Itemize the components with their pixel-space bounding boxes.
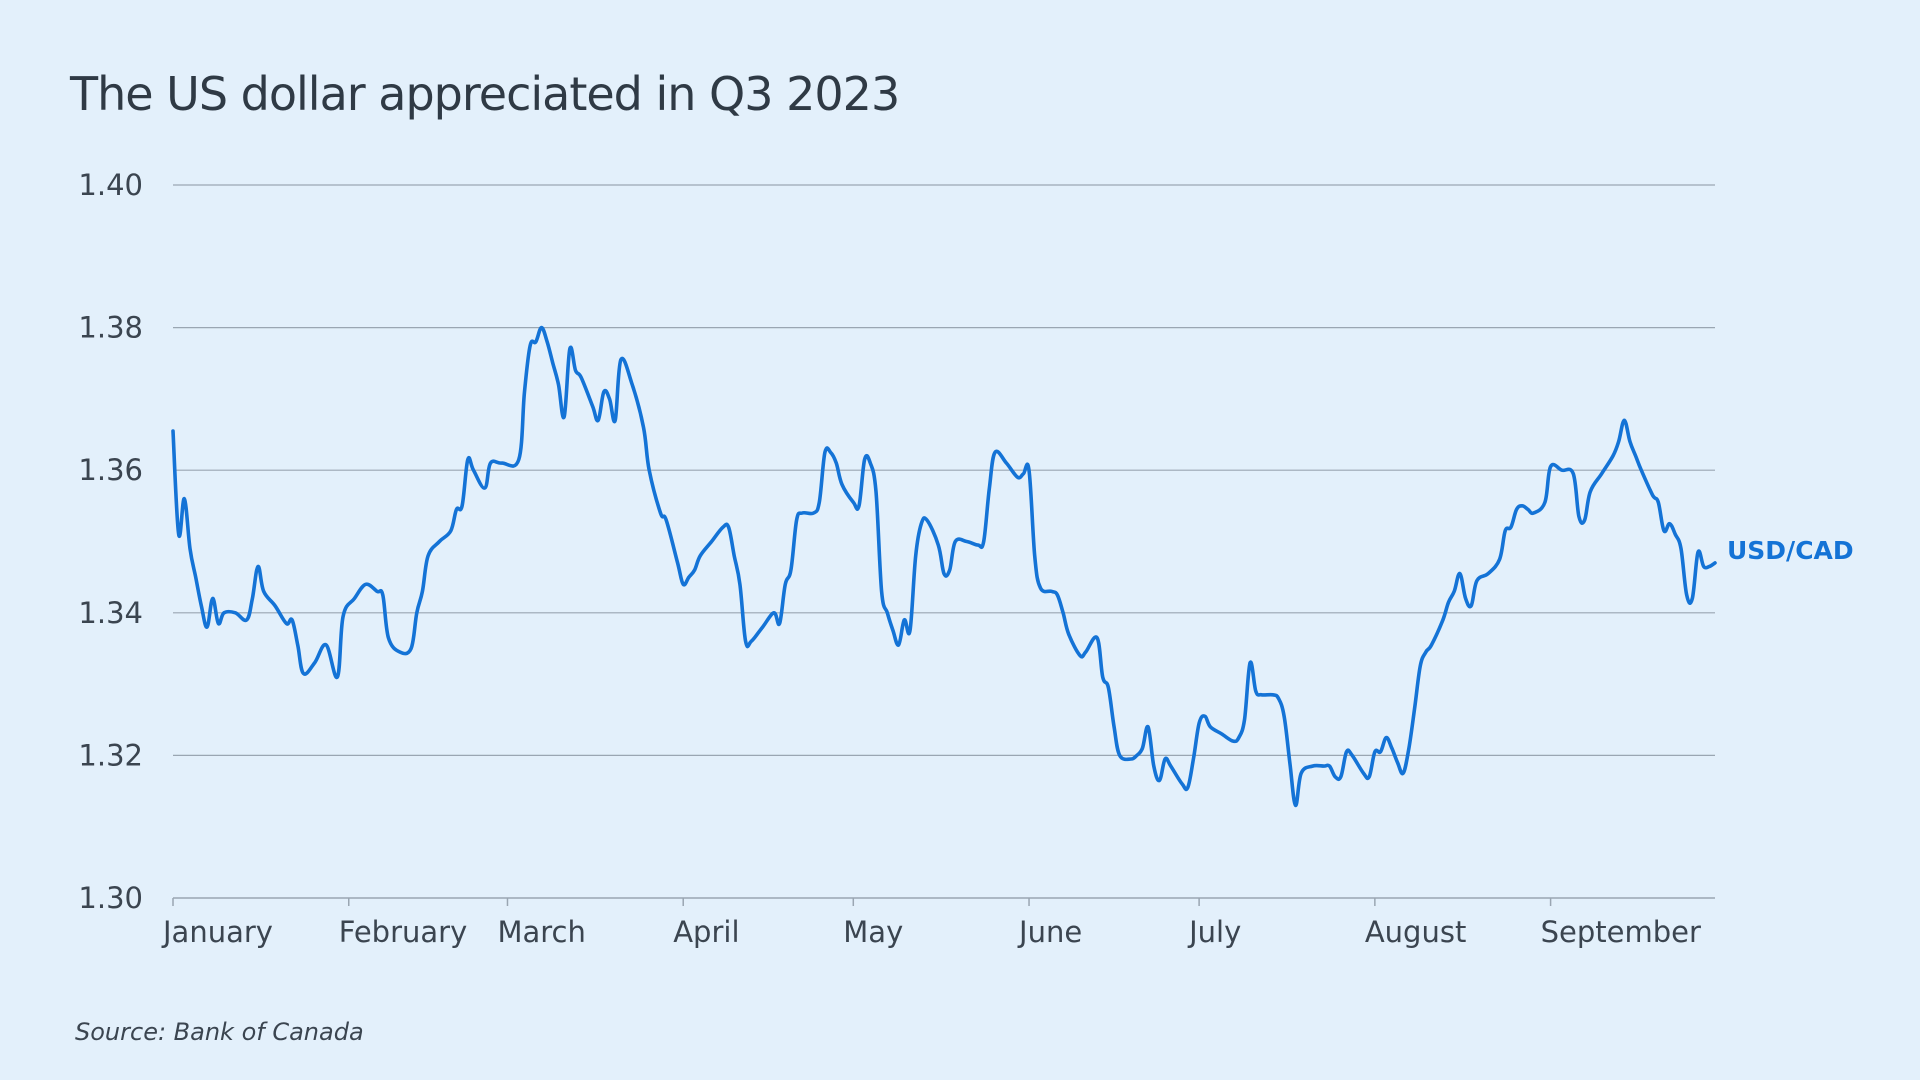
y-axis-labels: 1.30 1.32 1.34 1.36 1.38 1.40 [78, 168, 143, 915]
x-axis: January February March April May June July Augu… [161, 897, 1715, 949]
x-tick-label: March [497, 915, 585, 949]
y-tick-label: 1.40 [78, 168, 143, 202]
series-layer: USD/CAD [171, 325, 1854, 808]
x-tick-label: September [1541, 915, 1701, 949]
source-note: Source: Bank of Canada [75, 1018, 364, 1046]
x-tick-label: May [843, 915, 903, 949]
y-tick-label: 1.36 [78, 453, 143, 487]
x-tick-label: July [1187, 915, 1241, 949]
chart-title: The US dollar appreciated in Q3 2023 [69, 67, 899, 121]
y-tick-label: 1.38 [78, 311, 143, 345]
y-tick-label: 1.34 [78, 596, 143, 630]
series-label: USD/CAD [1727, 536, 1854, 565]
x-tick-label: February [339, 915, 468, 949]
x-tick-label: August [1365, 915, 1467, 949]
y-tick-label: 1.30 [78, 881, 143, 915]
x-tick-label: April [673, 915, 739, 949]
series-line-usd-cad [171, 325, 1717, 808]
gridlines [173, 184, 1715, 757]
y-tick-label: 1.32 [78, 738, 143, 772]
x-tick-label: June [1017, 915, 1082, 949]
x-tick-label: January [161, 915, 273, 949]
